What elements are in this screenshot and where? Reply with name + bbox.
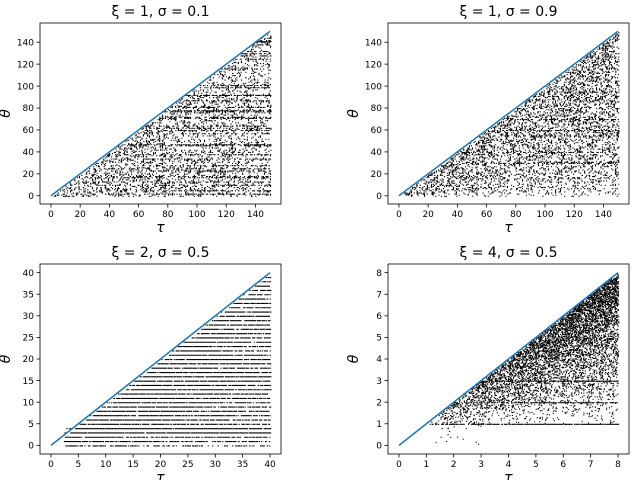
x-tick-label: 15 — [127, 460, 138, 470]
x-tick-label: 8 — [615, 460, 621, 470]
x-tick-label: 140 — [595, 210, 612, 220]
diagonal-line — [50, 272, 271, 446]
plot-frame — [387, 22, 630, 205]
y-tick-label: 0 — [28, 442, 34, 452]
diagonal-line — [50, 30, 271, 197]
y-tick-label: 100 — [365, 82, 382, 92]
x-axis-label: τ — [156, 470, 165, 480]
y-tick-label: 20 — [23, 355, 35, 365]
y-tick-label: 20 — [371, 170, 383, 180]
y-tick-label: 40 — [23, 148, 35, 158]
x-tick-label: 0 — [396, 460, 402, 470]
x-tick-label: 35 — [237, 460, 248, 470]
y-tick-label: 5 — [28, 420, 34, 430]
y-tick-label: 60 — [371, 126, 383, 136]
y-tick-label: 1 — [376, 420, 382, 430]
y-tick-label: 80 — [23, 104, 35, 114]
x-tick-label: 1 — [423, 460, 429, 470]
x-tick-label: 80 — [162, 210, 174, 220]
scatter-marks — [63, 277, 272, 447]
y-tick-label: 3 — [376, 377, 382, 387]
panel-4: 0 1 2 3 4 5 6 7 8 0 1 2 3 4 5 6 7 8 τ θ ξ = 4, σ = 0.5 — [346, 245, 630, 480]
x-tick-label: 2 — [451, 460, 457, 470]
panel-2: 0 20 40 60 80 100 120 140 0 20 40 60 80 100 120 140 τ θ ξ … — [346, 4, 630, 236]
y-tick-label: 2 — [376, 398, 382, 408]
y-tick-label: 80 — [371, 104, 383, 114]
scatter-marks — [429, 273, 620, 445]
x-axis-label: τ — [504, 220, 513, 236]
panel-title: ξ = 1, σ = 0.1 — [111, 4, 209, 20]
panel-3: 0 5 10 15 20 25 30 35 40 0 5 10 15 20 25 30 35 40 τ θ ξ = 2,… — [0, 245, 282, 480]
y-tick-label: 5 — [376, 334, 382, 344]
x-tick-label: 5 — [75, 460, 81, 470]
x-tick-label: 140 — [247, 210, 264, 220]
x-tick-label: 30 — [210, 460, 222, 470]
x-tick-label: 60 — [481, 210, 493, 220]
x-tick-label: 7 — [588, 460, 594, 470]
plot-frame — [39, 22, 282, 205]
x-tick-label: 40 — [104, 210, 116, 220]
x-tick-label: 5 — [533, 460, 539, 470]
y-tick-label: 15 — [23, 377, 34, 387]
y-tick-label: 10 — [23, 398, 35, 408]
y-tick-label: 40 — [23, 269, 35, 279]
x-tick-label: 40 — [452, 210, 464, 220]
x-tick-label: 10 — [100, 460, 112, 470]
y-axis-label: θ — [346, 354, 362, 363]
x-tick-label: 0 — [48, 460, 54, 470]
x-tick-label: 0 — [396, 210, 402, 220]
y-tick-label: 0 — [376, 442, 382, 452]
y-axis-label: θ — [0, 354, 14, 363]
x-tick-label: 120 — [218, 210, 235, 220]
y-tick-label: 140 — [365, 38, 382, 48]
scatter-points — [404, 32, 620, 197]
x-tick-label: 120 — [566, 210, 583, 220]
x-tick-label: 6 — [560, 460, 566, 470]
x-tick-label: 20 — [422, 210, 434, 220]
y-tick-label: 4 — [376, 355, 382, 365]
scatter-marks — [53, 34, 272, 197]
y-tick-label: 25 — [23, 334, 34, 344]
y-axis-label: θ — [346, 109, 362, 118]
x-tick-label: 100 — [188, 210, 205, 220]
x-tick-label: 3 — [478, 460, 484, 470]
x-tick-label: 20 — [74, 210, 86, 220]
scatter-marks — [404, 32, 620, 197]
y-tick-label: 0 — [376, 192, 382, 202]
y-tick-label: 35 — [23, 290, 34, 300]
y-tick-label: 60 — [23, 126, 35, 136]
x-tick-label: 40 — [264, 460, 276, 470]
y-tick-label: 140 — [17, 38, 34, 48]
panel-title: ξ = 1, σ = 0.9 — [459, 4, 557, 20]
scatter-points — [429, 273, 620, 445]
y-tick-label: 100 — [17, 82, 34, 92]
y-axis-label: θ — [0, 109, 14, 118]
scatter-points — [53, 34, 272, 197]
panel-1: 0 20 40 60 80 100 120 140 0 20 40 60 80 100 120 140 τ θ ξ … — [0, 4, 282, 236]
y-tick-label: 0 — [28, 192, 34, 202]
diagonal-line — [398, 30, 619, 197]
y-tick-label: 30 — [23, 312, 35, 322]
x-axis-label: τ — [156, 220, 165, 236]
diagonal-line — [398, 272, 619, 446]
x-tick-label: 4 — [506, 460, 512, 470]
panel-title: ξ = 4, σ = 0.5 — [459, 245, 557, 261]
x-tick-label: 80 — [510, 210, 522, 220]
y-tick-label: 8 — [376, 269, 382, 279]
x-tick-label: 20 — [155, 460, 167, 470]
y-tick-label: 120 — [365, 60, 382, 70]
y-tick-label: 40 — [371, 148, 383, 158]
scatter-points — [63, 277, 272, 447]
x-tick-label: 0 — [48, 210, 54, 220]
panel-title: ξ = 2, σ = 0.5 — [111, 245, 209, 261]
x-tick-label: 25 — [182, 460, 193, 470]
x-tick-label: 100 — [536, 210, 553, 220]
y-tick-label: 7 — [376, 290, 382, 300]
x-axis-label: τ — [504, 470, 513, 480]
y-tick-label: 120 — [17, 60, 34, 70]
x-tick-label: 60 — [133, 210, 145, 220]
y-tick-label: 20 — [23, 170, 35, 180]
y-tick-label: 6 — [376, 312, 382, 322]
